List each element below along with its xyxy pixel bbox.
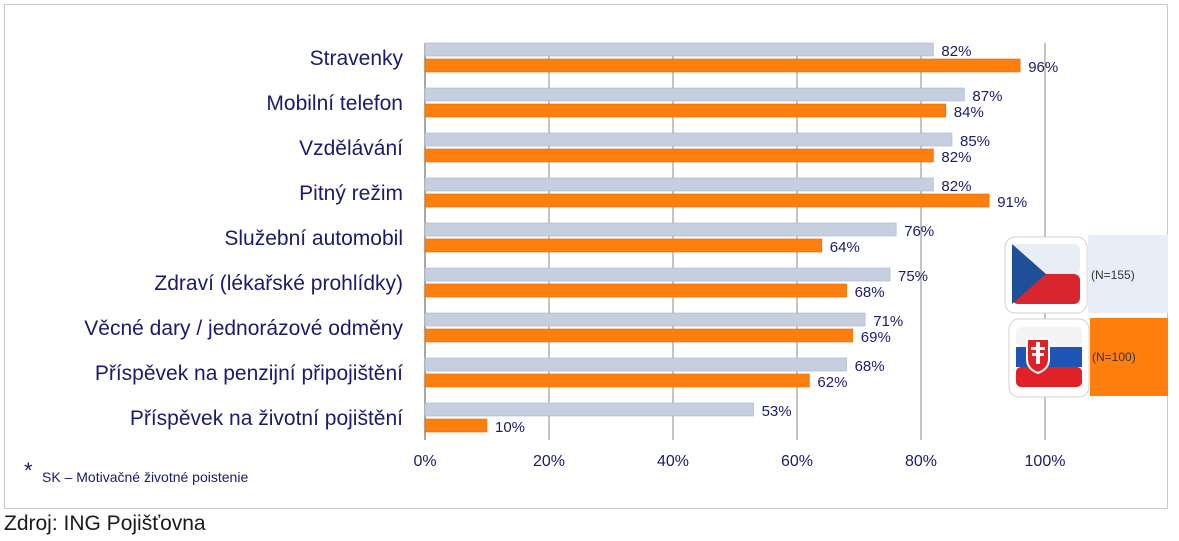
bar-value-label: 82%: [941, 149, 971, 166]
bar-value-label: 84%: [954, 104, 984, 121]
bar: [424, 418, 488, 433]
legend: (N=155) (N=100): [1004, 235, 1168, 398]
bar-value-label: 10%: [495, 419, 525, 436]
bar-value-label: 69%: [861, 329, 891, 346]
bar-value-label: 82%: [941, 43, 971, 60]
bar-value-label: 85%: [960, 133, 990, 150]
bar-value-label: 71%: [873, 313, 903, 330]
bar-value-label: 62%: [817, 374, 847, 391]
x-tick-label: 100%: [1025, 453, 1066, 470]
category-label: Pitný režim: [299, 182, 403, 205]
bar: [424, 357, 847, 372]
bar: [424, 402, 754, 417]
bar: [424, 222, 897, 237]
source-note: Zdroj: ING Pojišťovna: [4, 512, 206, 535]
bar: [424, 177, 934, 192]
bar-value-label: 82%: [941, 178, 971, 195]
legend-swatch-sk: [1090, 318, 1168, 396]
x-axis-ticks: 0% 20% 40% 60% 80% 100%: [413, 453, 1065, 470]
bar: [424, 87, 965, 102]
category-label: Mobilní telefon: [266, 92, 403, 115]
bar-value-label: 91%: [997, 194, 1027, 211]
bar: [424, 373, 810, 388]
bar: [424, 42, 934, 57]
bar: [424, 58, 1021, 73]
footnote-marker: *: [24, 458, 33, 483]
bar-value-label: 68%: [855, 284, 885, 301]
category-labels: Stravenky Mobilní telefon Vzdělávání Pitný …: [84, 47, 403, 430]
category-label: Vzdělávání: [299, 137, 403, 160]
x-tick-label: 40%: [657, 453, 689, 470]
bar-value-label: 53%: [762, 403, 792, 420]
bar-value-label: 87%: [972, 88, 1002, 105]
bar-value-label: 68%: [855, 358, 885, 375]
bar-value-label: 76%: [904, 223, 934, 240]
czech-flag-icon: [1004, 236, 1088, 314]
category-label: Zdraví (lékařské prohlídky): [154, 272, 403, 295]
legend-swatch-cz: [1088, 235, 1168, 313]
bar-value-label: 64%: [830, 239, 860, 256]
bar: [424, 103, 947, 118]
bar-value-label: 75%: [898, 268, 928, 285]
legend-label-sk: (N=100): [1092, 350, 1136, 364]
bar: [424, 193, 990, 208]
x-tick-label: 0%: [413, 453, 436, 470]
category-label: Služební automobil: [224, 227, 403, 250]
x-tick-label: 60%: [781, 453, 813, 470]
bar: [424, 328, 854, 343]
x-tick-label: 80%: [905, 453, 937, 470]
bars: 82%96%87%84%85%82%82%91%76%64%75%68%71%6…: [424, 42, 1058, 436]
category-label: Příspěvek na životní pojištění: [130, 407, 403, 430]
bar: [424, 132, 953, 147]
x-tick-label: 20%: [533, 453, 565, 470]
footnote-text: SK – Motivačné životné poistenie: [42, 469, 248, 485]
bar: [424, 283, 847, 298]
bar-value-label: 96%: [1028, 59, 1058, 76]
bar: [424, 238, 823, 253]
bar: [424, 267, 891, 282]
bar: [424, 148, 934, 163]
category-label: Věcné dary / jednorázové odměny: [84, 317, 403, 340]
category-label: Stravenky: [310, 47, 404, 70]
legend-label-cz: (N=155): [1091, 268, 1135, 282]
slovak-flag-icon: [1008, 318, 1090, 398]
bar: [424, 312, 866, 327]
category-label: Příspěvek na penzijní připojištění: [95, 362, 403, 385]
